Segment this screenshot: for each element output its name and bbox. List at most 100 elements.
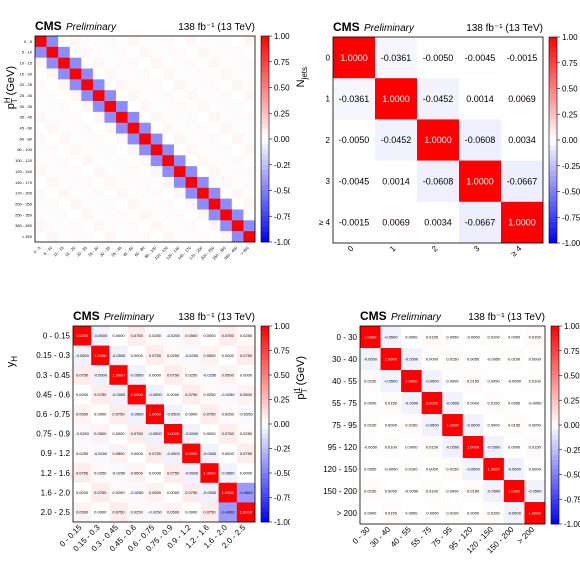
y-tick-label: 80 - 100 bbox=[17, 147, 32, 152]
matrix-cell bbox=[231, 101, 244, 113]
matrix-cell bbox=[200, 326, 219, 346]
cell-value: 0.0750 bbox=[94, 490, 107, 495]
x-tick-label: 20 - 25 bbox=[75, 245, 88, 258]
matrix-cell bbox=[150, 220, 163, 232]
matrix-cell bbox=[218, 365, 238, 386]
matrix-cell bbox=[145, 502, 165, 523]
colorbar-segment bbox=[261, 97, 269, 104]
colorbar-segment bbox=[551, 459, 559, 465]
cell-value: 0.0150 bbox=[446, 356, 459, 361]
matrix-cell bbox=[421, 502, 443, 525]
cell-value: -0.0050 bbox=[425, 510, 439, 515]
y-tick-label: 0.6 - 0.75 bbox=[36, 410, 70, 419]
cell-value: 0.0100 bbox=[446, 510, 459, 515]
cell-value: -0.0500 bbox=[363, 356, 377, 361]
cell-value: 0.0500 bbox=[112, 451, 125, 456]
colorbar-segment bbox=[261, 414, 269, 420]
colorbar-tick-label: -0.75 bbox=[564, 495, 580, 504]
matrix-cell bbox=[35, 122, 47, 134]
matrix-cell bbox=[127, 209, 140, 221]
cell-value: 1.0000 bbox=[385, 356, 398, 361]
matrix-cell bbox=[333, 119, 376, 161]
matrix-cell bbox=[73, 365, 92, 386]
matrix-cell bbox=[200, 443, 219, 464]
matrix-cell bbox=[69, 209, 82, 221]
matrix-cell bbox=[236, 463, 256, 484]
matrix-cell bbox=[375, 160, 418, 203]
matrix-cell bbox=[220, 79, 233, 91]
matrix-cell bbox=[162, 46, 175, 58]
matrix-cell bbox=[81, 57, 94, 69]
matrix-cell bbox=[375, 119, 418, 161]
matrix-cell bbox=[483, 458, 505, 481]
cell-value: 0.0000 bbox=[529, 466, 542, 471]
cell-value: 0.0250 bbox=[185, 372, 198, 377]
matrix-cell bbox=[164, 384, 183, 405]
matrix-cell bbox=[116, 57, 128, 69]
matrix-cell bbox=[91, 384, 110, 405]
matrix-cell bbox=[69, 133, 82, 145]
cell-value: -0.0500 bbox=[130, 372, 144, 377]
matrix-cell bbox=[69, 111, 82, 124]
cell-value: 1.0000 bbox=[508, 488, 521, 493]
matrix-cell bbox=[58, 133, 71, 145]
matrix-cell bbox=[162, 133, 175, 145]
colorbar-segment bbox=[261, 512, 269, 518]
matrix-cell bbox=[173, 144, 186, 156]
matrix-cell bbox=[58, 122, 71, 134]
cell-value: -0.0500 bbox=[75, 353, 89, 358]
colorbar-segment bbox=[551, 479, 559, 485]
matrix-cell bbox=[139, 36, 152, 48]
colorbar-segment bbox=[261, 384, 269, 390]
matrix-cell bbox=[208, 111, 221, 124]
matrix-cell bbox=[145, 345, 165, 366]
y-tick-label: 20 - 25 bbox=[20, 82, 33, 87]
cell-value: 1.0000 bbox=[167, 431, 180, 436]
matrix-cell bbox=[173, 231, 186, 243]
cell-value: 1.0000 bbox=[446, 422, 459, 427]
matrix-cell bbox=[127, 482, 147, 503]
colorbar-tick-label: 0.00 bbox=[274, 420, 290, 429]
matrix-cell bbox=[197, 166, 209, 178]
x-tick-label: 2 bbox=[430, 244, 440, 254]
matrix-cell bbox=[218, 326, 238, 346]
matrix-cell bbox=[462, 370, 484, 393]
matrix-cell bbox=[145, 482, 165, 503]
cell-value: 1.0000 bbox=[466, 176, 494, 186]
matrix-cell bbox=[92, 198, 105, 210]
colorbar-segment bbox=[261, 458, 269, 464]
cell-value: 0.0150 bbox=[487, 510, 500, 515]
colorbar-tick-label: 0.25 bbox=[274, 396, 290, 405]
cell-value: 0.0250 bbox=[240, 333, 253, 338]
colorbar-segment bbox=[549, 119, 557, 125]
cms-label: CMS bbox=[360, 309, 387, 323]
matrix-cell bbox=[185, 220, 198, 232]
matrix-cell bbox=[462, 502, 484, 525]
cell-value: 0.0014 bbox=[382, 176, 410, 186]
colorbar-segment bbox=[551, 449, 559, 455]
matrix-cell bbox=[81, 187, 94, 199]
matrix-cell bbox=[46, 176, 59, 189]
y-axis-label: yH bbox=[5, 356, 19, 368]
matrix-cell bbox=[524, 502, 546, 525]
x-tick-label: 45 - 60 bbox=[122, 245, 135, 258]
matrix-cell bbox=[150, 111, 163, 124]
cell-value: -0.0015 bbox=[507, 53, 538, 63]
matrix-cell bbox=[162, 36, 175, 48]
matrix-cell bbox=[421, 370, 443, 393]
matrix-cell bbox=[150, 166, 163, 178]
x-tick-label: 40 - 55 bbox=[389, 525, 413, 549]
matrix-cell bbox=[243, 46, 256, 58]
matrix-cell bbox=[69, 198, 82, 210]
matrix-cell bbox=[197, 231, 209, 243]
y-tick-label: 5 - 10 bbox=[22, 50, 33, 55]
colorbar-segment bbox=[261, 51, 269, 57]
lumi-label: 138 fb⁻¹ (13 TeV) bbox=[178, 312, 255, 323]
colorbar-segment bbox=[549, 124, 557, 130]
cell-value: 0.0750 bbox=[222, 431, 235, 436]
matrix-cell bbox=[220, 231, 233, 243]
y-axis-label: pHT (GeV) bbox=[3, 66, 19, 109]
matrix-cell bbox=[236, 365, 256, 386]
cell-value: 0.0000 bbox=[131, 353, 144, 358]
matrix-cell bbox=[46, 90, 59, 102]
